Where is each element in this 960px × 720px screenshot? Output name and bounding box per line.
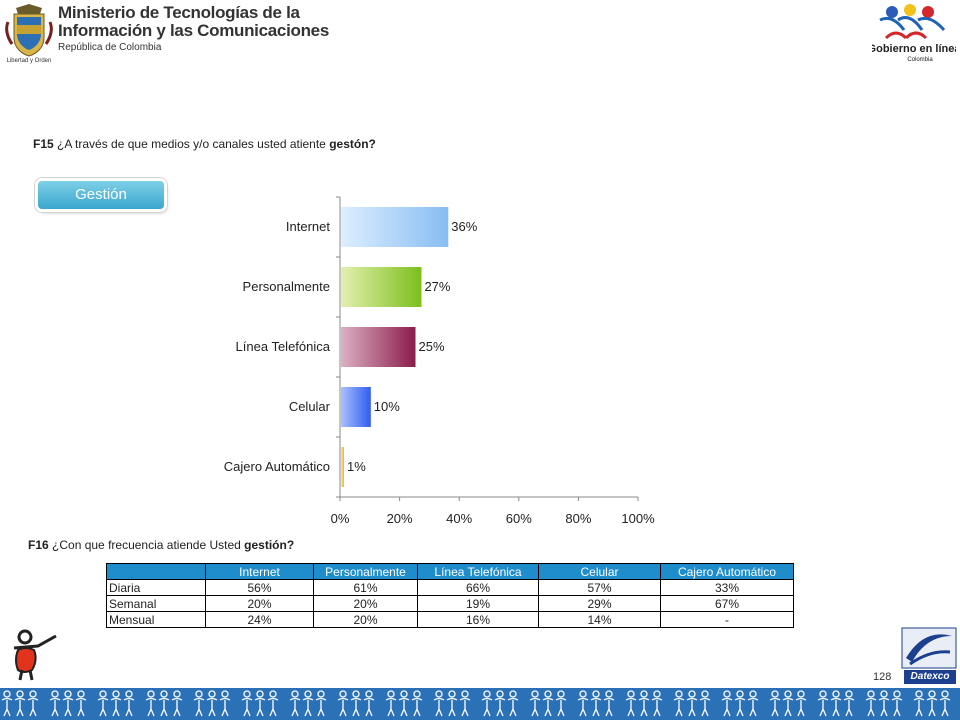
table-cell: 16% <box>417 611 539 628</box>
question-f16-code: F16 <box>28 538 49 552</box>
gobierno-en-linea-logo: Gobierno en línea Colombia <box>872 4 956 63</box>
data-label: 27% <box>424 279 450 294</box>
table-row-label: Mensual <box>106 611 206 628</box>
x-tick-label: 60% <box>506 511 532 526</box>
question-f16-bold: gestión? <box>244 538 295 552</box>
category-label: Internet <box>286 219 330 234</box>
frequency-table: Internet Personalmente Línea Telefónica … <box>106 563 794 628</box>
x-tick-label: 80% <box>565 511 591 526</box>
table-cell: 66% <box>417 579 539 596</box>
question-f16: F16 ¿Con que frecuencia atiende Usted ge… <box>28 538 294 552</box>
table-row-label: Diaria <box>106 579 206 596</box>
data-label: 36% <box>451 219 477 234</box>
table-cell: 24% <box>205 611 314 628</box>
bar <box>341 327 416 367</box>
table-row-label: Semanal <box>106 595 206 612</box>
category-label: Cajero Automático <box>224 459 330 474</box>
question-f15: F15 ¿A través de que medios y/o canales … <box>33 137 376 151</box>
category-label: Línea Telefónica <box>236 339 331 354</box>
coat-of-arms-logo: Libertad y Orden <box>5 4 53 64</box>
datexco-label: Datexco <box>904 670 956 684</box>
page-number: 128 <box>873 671 892 683</box>
category-label: Celular <box>289 399 331 414</box>
bar <box>341 387 371 427</box>
footer-band <box>0 688 960 720</box>
table-row: Semanal 20% 20% 19% 29% 67% <box>106 595 794 612</box>
table-header-cell <box>106 563 206 580</box>
table-cell: 20% <box>313 595 418 612</box>
ministry-line-3: República de Colombia <box>58 42 162 53</box>
table-header-cell: Cajero Automático <box>660 563 794 580</box>
x-tick-label: 40% <box>446 511 472 526</box>
bar <box>341 207 449 247</box>
data-label: 25% <box>419 339 445 354</box>
table-header-row: Internet Personalmente Línea Telefónica … <box>106 563 794 580</box>
question-f16-text: ¿Con que frecuencia atiende Usted <box>52 538 245 552</box>
table-cell: 29% <box>538 595 661 612</box>
table-cell: 14% <box>538 611 661 628</box>
table-header-cell: Celular <box>538 563 661 580</box>
ministry-title: Ministerio de Tecnologías de la Informac… <box>58 3 329 54</box>
table-cell: 19% <box>417 595 539 612</box>
question-f15-text: ¿A través de que medios y/o canales uste… <box>57 137 330 151</box>
table-cell: 67% <box>660 595 794 612</box>
table-row: Diaria 56% 61% 66% 57% 33% <box>106 579 794 596</box>
gov-logo-title: Gobierno en línea <box>872 43 956 55</box>
table-cell: 57% <box>538 579 661 596</box>
category-label: Personalmente <box>243 279 330 294</box>
table-cell: 61% <box>313 579 418 596</box>
table-cell: 20% <box>205 595 314 612</box>
ministry-line-1: Ministerio de Tecnologías de la <box>58 3 300 22</box>
footer-pattern-icon <box>0 688 960 720</box>
table-header-cell: Internet <box>205 563 314 580</box>
bar <box>341 267 422 307</box>
table-row: Mensual 24% 20% 16% 14% - <box>106 611 794 628</box>
table-cell: - <box>660 611 794 628</box>
table-cell: 20% <box>313 611 418 628</box>
x-tick-label: 20% <box>387 511 413 526</box>
ministry-line-2: Información y las Comunicaciones <box>58 21 329 40</box>
table-header-cell: Línea Telefónica <box>417 563 539 580</box>
table-cell: 56% <box>205 579 314 596</box>
question-f15-code: F15 <box>33 137 54 151</box>
coat-caption: Libertad y Orden <box>7 58 52 64</box>
section-badge: Gestión <box>38 181 164 209</box>
data-label: 10% <box>374 399 400 414</box>
x-tick-label: 100% <box>621 511 655 526</box>
x-tick-label: 0% <box>331 511 350 526</box>
data-label: 1% <box>347 459 366 474</box>
mascot-figure-icon <box>13 629 57 681</box>
question-f15-bold: gestón? <box>329 137 376 151</box>
table-header-cell: Personalmente <box>313 563 418 580</box>
bar <box>341 447 344 487</box>
datexco-logo <box>901 627 957 669</box>
table-cell: 33% <box>660 579 794 596</box>
gov-logo-sub: Colombia <box>907 57 933 63</box>
